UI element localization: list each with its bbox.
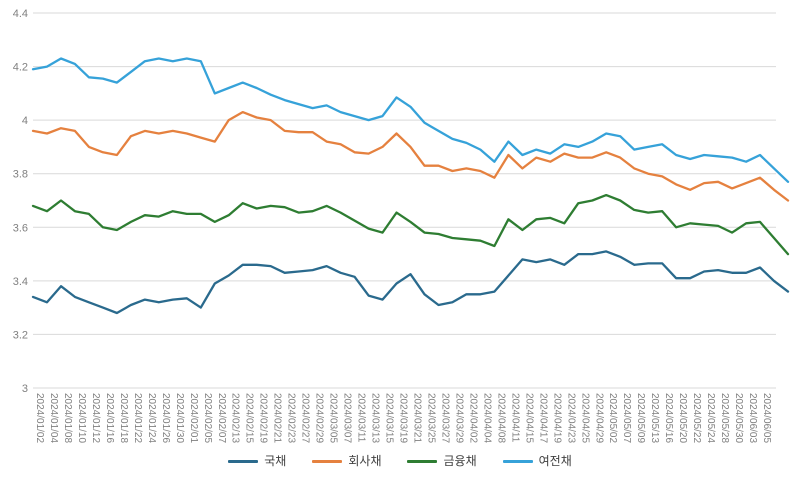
x-tick-label: 2024/04/19 xyxy=(551,393,562,443)
x-tick-label: 2024/01/08 xyxy=(62,393,73,443)
x-tick-label: 2024/05/22 xyxy=(691,393,702,443)
legend-line-icon xyxy=(407,459,438,463)
x-tick-label: 2024/04/15 xyxy=(523,393,534,443)
x-tick-label: 2024/03/27 xyxy=(439,393,450,443)
y-tick-label: 4.4 xyxy=(13,8,28,20)
x-tick-label: 2024/01/12 xyxy=(90,393,101,443)
x-tick-label: 2024/02/15 xyxy=(244,393,255,443)
x-tick-label: 2024/03/25 xyxy=(425,393,436,443)
y-tick-label: 3.8 xyxy=(13,169,28,181)
legend-item-국채[interactable]: 국채 xyxy=(228,455,286,467)
x-tick-label: 2024/03/07 xyxy=(342,393,353,443)
legend-label: 국채 xyxy=(264,454,287,468)
x-tick-label: 2024/04/23 xyxy=(565,393,576,443)
series-line-여전채 xyxy=(31,57,790,183)
x-tick-label: 2024/06/03 xyxy=(747,393,758,443)
y-tick-label: 4 xyxy=(22,115,28,127)
x-tick-label: 2024/06/05 xyxy=(761,393,772,443)
legend-line-icon xyxy=(312,459,343,463)
x-tick-label: 2024/02/13 xyxy=(230,393,241,443)
x-tick-label: 2024/02/01 xyxy=(188,393,199,443)
y-tick-label: 4.2 xyxy=(13,62,28,74)
x-tick-label: 2024/01/22 xyxy=(132,393,143,443)
y-tick-label: 3.4 xyxy=(13,276,28,288)
x-tick-label: 2024/04/11 xyxy=(509,393,520,443)
x-tick-label: 2024/02/29 xyxy=(314,393,325,443)
x-tick-label: 2024/05/13 xyxy=(649,393,660,443)
y-tick-label: 3 xyxy=(22,383,28,395)
x-tick-label: 2024/03/19 xyxy=(398,393,409,443)
legend-item-금융채[interactable]: 금융채 xyxy=(407,454,477,468)
series-line-금융채 xyxy=(31,193,790,256)
x-tick-label: 2024/05/20 xyxy=(677,393,688,443)
x-tick-label: 2024/01/26 xyxy=(160,393,171,443)
x-tick-label: 2024/01/30 xyxy=(174,393,185,443)
x-tick-label: 2024/02/21 xyxy=(272,393,283,443)
plot-area: 4.4 4.2 4 3.8 3.6 3.4 3.2 3 2024/01/02 2024/01/04… xyxy=(13,8,790,443)
legend: 국채 회사채 금융채 여전채 xyxy=(0,449,800,473)
legend-line-icon xyxy=(502,459,533,463)
x-tick-label: 2024/01/10 xyxy=(76,393,87,443)
x-tick-label: 2024/04/29 xyxy=(593,393,604,443)
x-tick-label: 2024/05/16 xyxy=(663,393,674,443)
legend-label: 회사채 xyxy=(348,454,382,468)
x-tick-label: 2024/03/05 xyxy=(328,393,339,443)
series-line-국채 xyxy=(31,250,790,315)
x-tick-label: 2024/02/23 xyxy=(286,393,297,443)
legend-item-여전채[interactable]: 여전채 xyxy=(502,454,572,468)
x-tick-label: 2024/03/29 xyxy=(453,393,464,443)
x-tick-label: 2024/01/16 xyxy=(104,393,115,443)
x-tick-label: 2024/05/02 xyxy=(607,393,618,443)
x-tick-label: 2024/01/02 xyxy=(34,393,45,443)
x-tick-label: 2024/04/08 xyxy=(495,393,506,443)
x-tick-label: 2024/05/07 xyxy=(621,393,632,443)
x-tick-label: 2024/03/15 xyxy=(384,393,395,443)
x-tick-label: 2024/05/30 xyxy=(733,393,744,443)
legend-line-icon xyxy=(228,459,259,463)
legend-label: 여전채 xyxy=(538,454,572,468)
legend-label: 금융채 xyxy=(443,454,477,468)
x-tick-label: 2024/02/05 xyxy=(202,393,213,443)
series-line-회사채 xyxy=(31,110,790,202)
x-tick-label: 2024/02/07 xyxy=(216,393,227,443)
x-tick-label: 2024/03/21 xyxy=(412,393,423,443)
x-tick-label: 2024/02/19 xyxy=(258,393,269,443)
x-tick-label: 2024/03/13 xyxy=(370,393,381,443)
x-tick-label: 2024/05/09 xyxy=(635,393,646,443)
x-tick-label: 2024/01/24 xyxy=(146,393,157,443)
x-tick-label: 2024/04/25 xyxy=(579,393,590,443)
y-tick-label: 3.6 xyxy=(13,222,28,234)
x-tick-label: 2024/02/27 xyxy=(300,393,311,443)
x-tick-label: 2024/01/04 xyxy=(48,393,59,443)
x-tick-label: 2024/04/02 xyxy=(467,393,478,443)
x-tick-label: 2024/01/18 xyxy=(118,393,129,443)
x-tick-label: 2024/03/11 xyxy=(356,393,367,443)
x-tick-label: 2024/05/24 xyxy=(705,393,716,443)
x-tick-label: 2024/04/04 xyxy=(481,393,492,443)
x-tick-label: 2024/05/28 xyxy=(719,393,730,443)
x-tick-label: 2024/04/17 xyxy=(537,393,548,443)
legend-item-회사채[interactable]: 회사채 xyxy=(312,455,381,467)
y-tick-label: 3.2 xyxy=(13,329,28,341)
